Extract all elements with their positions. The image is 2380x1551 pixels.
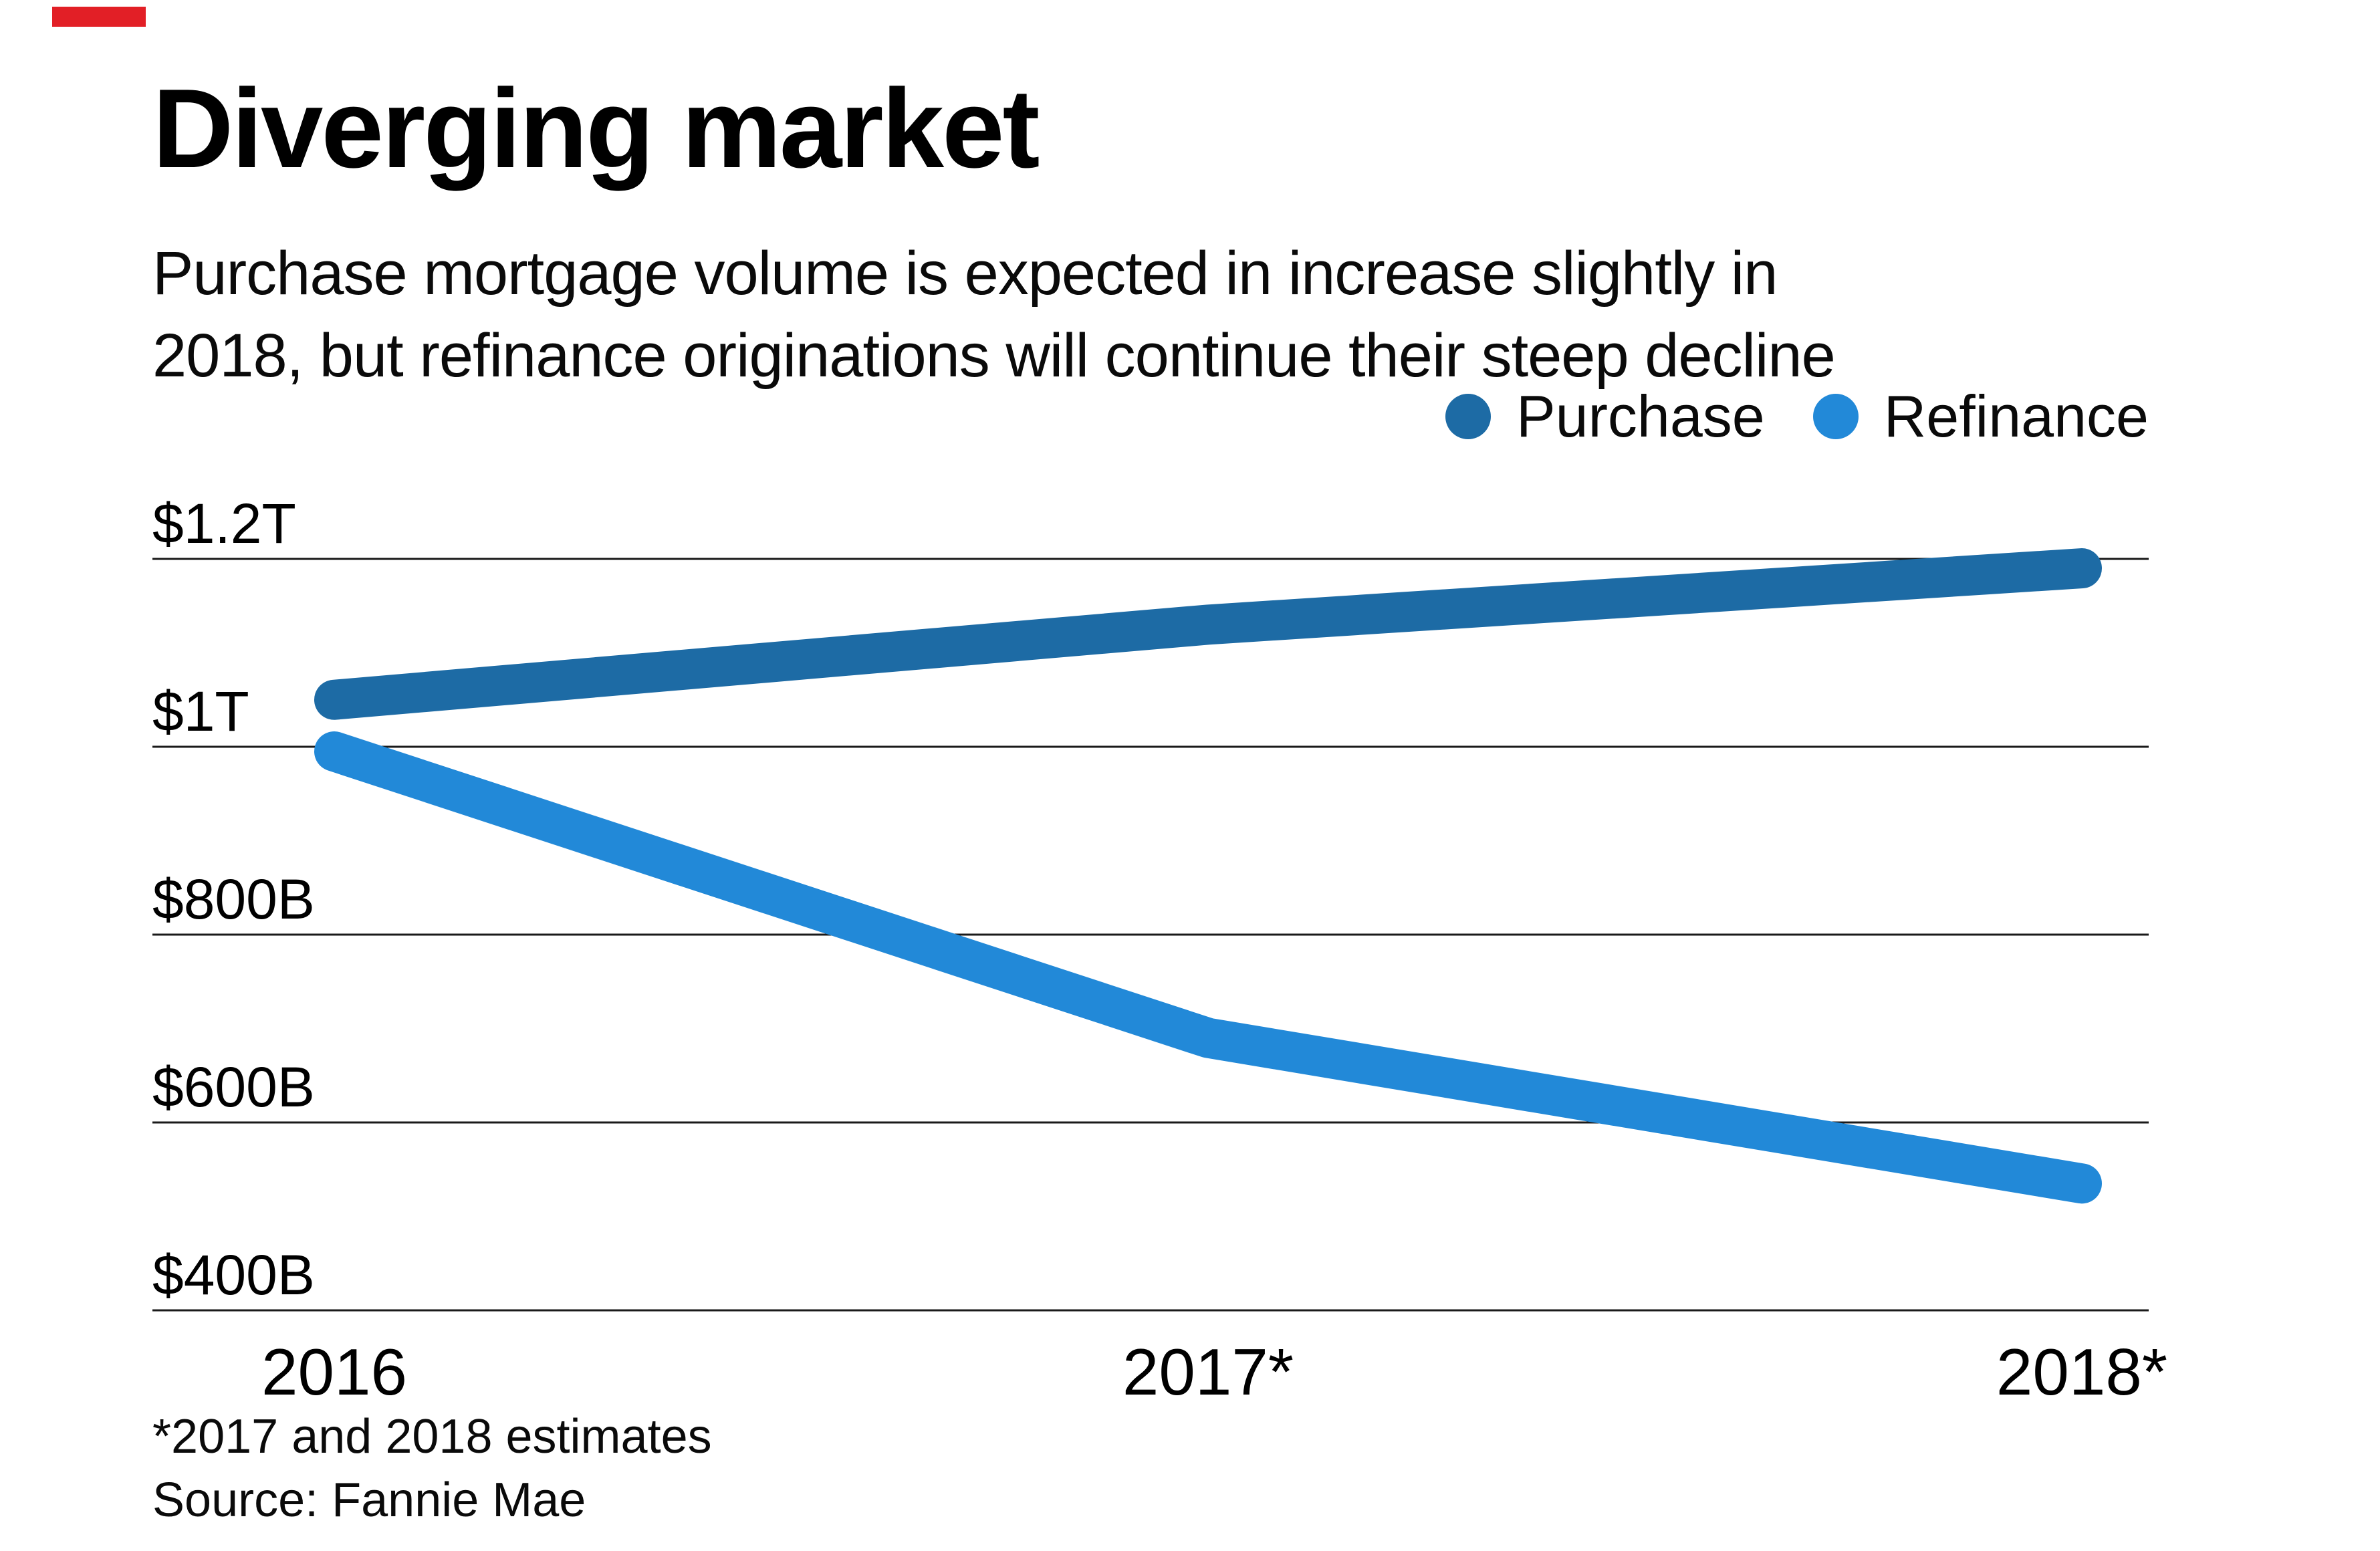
purchase-line (314, 548, 2102, 720)
refinance-series-dot-icon (1812, 394, 1859, 439)
y-tick-label: $600B (152, 1056, 315, 1118)
x-axis-label: 2016 (261, 1335, 407, 1409)
y-tick-label: $800B (152, 868, 315, 931)
x-axis-label: 2018* (1996, 1335, 2167, 1409)
chart-footer: *2017 and 2018 estimates Source: Fannie … (152, 1405, 712, 1532)
y-tick-label: $400B (152, 1243, 315, 1306)
legend-item-purchase: Purchase (1445, 382, 1765, 451)
purchase-series-dot-icon (1445, 394, 1491, 439)
estimates-footnote: *2017 and 2018 estimates (152, 1410, 712, 1463)
refinance-line (314, 731, 2102, 1204)
brand-accent-bar (52, 7, 146, 27)
y-tick-label: $1T (152, 680, 249, 743)
y-tick-label: $1.2T (152, 492, 296, 555)
chart-subtitle: Purchase mortgage volume is expected in … (152, 233, 1836, 398)
legend-label-purchase: Purchase (1516, 383, 1765, 449)
source-line: Source: Fannie Mae (152, 1473, 586, 1528)
subtitle-line-2: 2018, but refinance originations will co… (152, 322, 1836, 390)
legend-label-refinance: Refinance (1883, 383, 2149, 449)
x-axis-label: 2017* (1122, 1335, 1294, 1409)
legend-item-refinance: Refinance (1812, 382, 2149, 451)
page-title: Diverging market (152, 66, 1040, 191)
subtitle-line-1: Purchase mortgage volume is expected in … (152, 239, 1778, 308)
chart-legend: Purchase Refinance (1445, 382, 2149, 451)
